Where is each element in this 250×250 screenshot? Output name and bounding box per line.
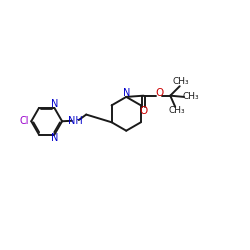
Text: O: O xyxy=(140,106,148,116)
Text: N: N xyxy=(51,133,59,143)
Text: CH₃: CH₃ xyxy=(173,78,189,86)
Text: CH₃: CH₃ xyxy=(182,92,199,102)
Text: O: O xyxy=(155,88,164,98)
Text: N: N xyxy=(51,100,59,110)
Text: Cl: Cl xyxy=(20,116,29,126)
Text: NH: NH xyxy=(68,116,82,126)
Text: N: N xyxy=(122,88,130,98)
Text: CH₃: CH₃ xyxy=(168,106,185,115)
